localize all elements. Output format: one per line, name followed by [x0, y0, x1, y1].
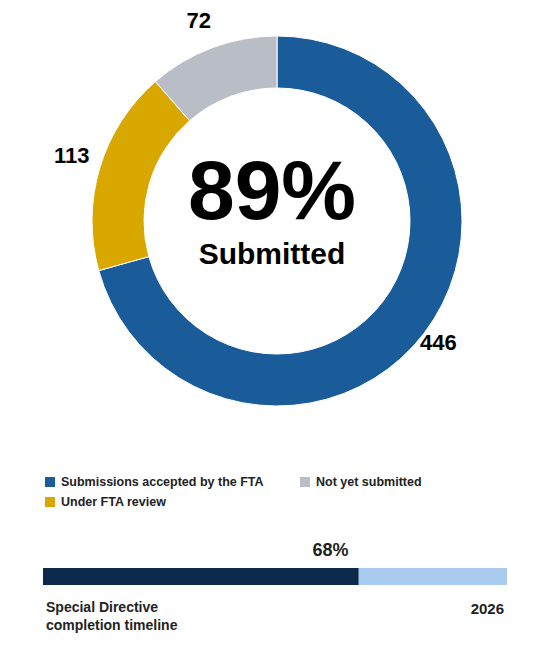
- svg-text:113: 113: [54, 143, 90, 168]
- html-text:Special Directive completion t: Special Directive completion timeline: [46, 599, 178, 633]
- svg-text:446: 446: [420, 330, 457, 355]
- svg-text:68%: 68%: [313, 540, 349, 560]
- html-text:89%: 89%: [187, 143, 357, 237]
- html-text:2026: 2026: [470, 600, 504, 617]
- html-text:Submitted: Submitted: [198, 237, 346, 270]
- svg-text:72: 72: [186, 8, 210, 33]
- html-text:Not yet submitted: Not yet submitted: [316, 475, 422, 489]
- html-text:Under FTA review: Under FTA review: [61, 495, 166, 509]
- html-text:Submissions accepted by the FT: Submissions accepted by the FTA: [61, 475, 264, 489]
